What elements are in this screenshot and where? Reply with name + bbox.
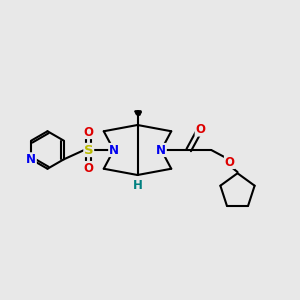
Text: O: O [195,123,205,136]
Text: H: H [133,179,142,192]
Text: N: N [26,153,36,166]
Text: O: O [84,161,94,175]
Text: O: O [84,125,94,139]
Text: O: O [224,155,235,169]
Text: N: N [109,143,119,157]
Text: S: S [84,143,94,157]
Text: N: N [156,143,166,157]
